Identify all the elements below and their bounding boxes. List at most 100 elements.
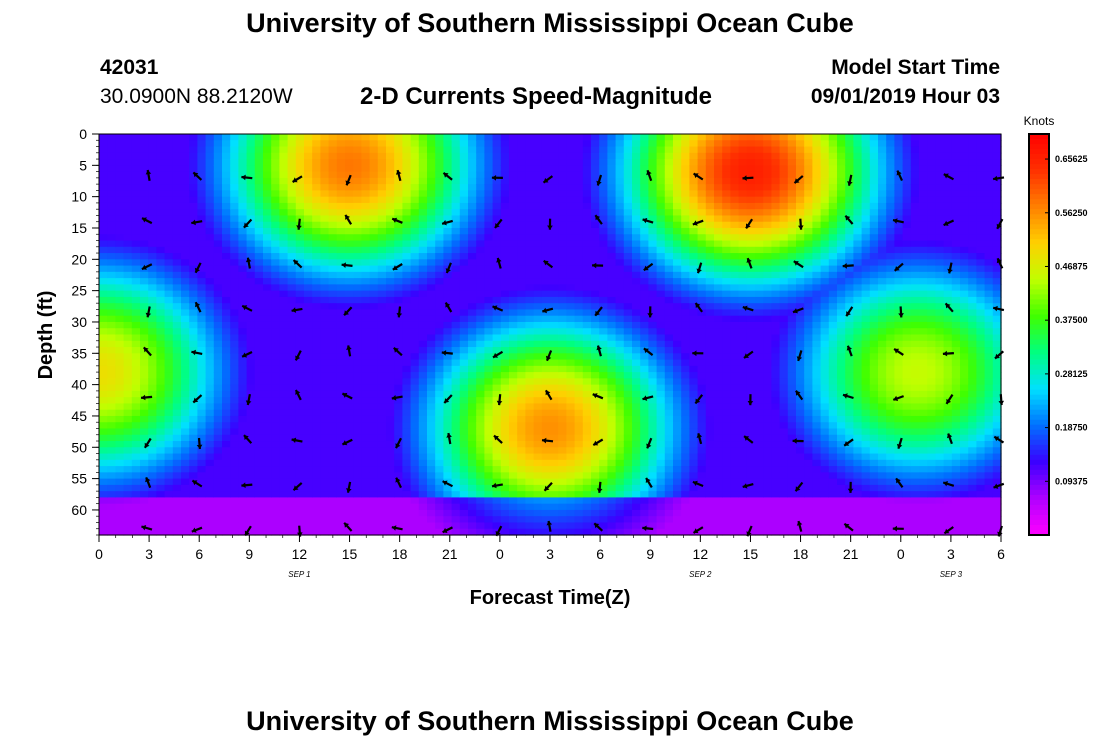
heatmap-cell: [131, 422, 141, 430]
heatmap-cell: [418, 165, 428, 173]
heatmap-cell: [714, 503, 723, 511]
heatmap-cell: [418, 422, 428, 430]
heatmap-cell: [156, 340, 166, 348]
heatmap-cell: [451, 259, 461, 267]
heatmap-cell: [615, 303, 625, 311]
heatmap-cell: [213, 340, 223, 348]
heatmap-cell: [402, 309, 412, 317]
heatmap-cell: [115, 271, 125, 279]
heatmap-cell: [361, 165, 371, 173]
heatmap-cell: [451, 209, 461, 217]
heatmap-cell: [492, 334, 502, 342]
heatmap-cell: [369, 253, 379, 260]
heatmap-cell: [312, 497, 321, 505]
heatmap-cell: [574, 165, 584, 173]
heatmap-cell: [295, 296, 305, 304]
heatmap-cell: [295, 171, 305, 179]
heatmap-cell: [205, 234, 215, 242]
heatmap-cell: [386, 196, 395, 204]
heatmap-cell: [435, 497, 444, 505]
heatmap-cell: [632, 528, 641, 536]
heatmap-cell: [164, 159, 174, 166]
heatmap-cell: [181, 140, 190, 148]
heatmap-cell: [599, 428, 608, 436]
heatmap-cell: [263, 152, 272, 160]
heatmap-cell: [230, 403, 239, 411]
heatmap-cell: [615, 397, 625, 405]
heatmap-cell: [476, 403, 485, 411]
heatmap-cell: [279, 202, 289, 210]
heatmap-cell: [427, 522, 436, 530]
heatmap-cell: [623, 422, 633, 430]
heatmap-cell: [312, 196, 321, 204]
heatmap-cell: [722, 447, 731, 455]
heatmap-cell: [328, 390, 338, 398]
heatmap-cell: [131, 428, 141, 436]
heatmap-cell: [320, 290, 330, 298]
heatmap-cell: [131, 390, 141, 398]
heatmap-cell: [123, 221, 133, 229]
heatmap-cell: [591, 372, 600, 379]
heatmap-cell: [189, 309, 198, 317]
heatmap-cell: [345, 403, 354, 411]
heatmap-cell: [328, 434, 338, 442]
heatmap-cell: [574, 259, 584, 267]
heatmap-cell: [394, 528, 403, 536]
heatmap-cell: [517, 134, 526, 141]
heatmap-cell: [459, 459, 469, 467]
heatmap-cell: [607, 372, 617, 379]
heatmap-cell: [353, 428, 362, 436]
heatmap-cell: [648, 190, 658, 198]
heatmap-cell: [525, 196, 535, 204]
heatmap-cell: [607, 509, 617, 517]
heatmap-cell: [263, 434, 272, 442]
heatmap-cell: [213, 484, 223, 492]
heatmap-cell: [377, 190, 387, 198]
heatmap-cell: [418, 259, 428, 267]
heatmap-cell: [304, 384, 313, 392]
heatmap-cell: [254, 359, 264, 367]
heatmap-cell: [353, 403, 362, 411]
heatmap-cell: [246, 215, 256, 223]
heatmap-cell: [607, 328, 617, 336]
heatmap-cell: [443, 240, 453, 248]
heatmap-cell: [205, 152, 215, 160]
heatmap-cell: [246, 484, 256, 492]
heatmap-cell: [131, 227, 141, 235]
heatmap-cell: [271, 503, 280, 511]
heatmap-cell: [500, 290, 510, 298]
heatmap-cell: [443, 315, 453, 323]
heatmap-cell: [205, 328, 215, 336]
heatmap-cell: [140, 384, 149, 392]
heatmap-cell: [123, 516, 133, 524]
heatmap-cell: [156, 334, 166, 342]
heatmap-cell: [615, 315, 625, 323]
heatmap-cell: [500, 196, 510, 204]
heatmap-cell: [304, 528, 313, 536]
heatmap-cell: [418, 340, 428, 348]
heatmap-cell: [566, 516, 576, 524]
heatmap-cell: [418, 190, 428, 198]
heatmap-cell: [189, 227, 198, 235]
heatmap-cell: [222, 353, 231, 361]
heatmap-cell: [320, 328, 330, 336]
heatmap-cell: [123, 140, 133, 148]
heatmap-cell: [386, 384, 395, 392]
heatmap-cell: [238, 447, 248, 455]
heatmap-cell: [230, 372, 239, 379]
heatmap-cell: [271, 497, 280, 505]
heatmap-cell: [509, 271, 518, 279]
heatmap-cell: [509, 403, 518, 411]
heatmap-cell: [123, 340, 133, 348]
heatmap-cell: [681, 196, 690, 204]
heatmap-cell: [279, 184, 289, 191]
heatmap-cell: [164, 384, 174, 392]
heatmap-cell: [287, 459, 297, 467]
heatmap-cell: [517, 472, 526, 480]
heatmap-cell: [213, 441, 223, 448]
heatmap-cell: [295, 159, 305, 166]
heatmap-cell: [197, 340, 207, 348]
heatmap-cell: [131, 303, 141, 311]
heatmap-cell: [99, 466, 108, 473]
heatmap-cell: [222, 284, 231, 292]
